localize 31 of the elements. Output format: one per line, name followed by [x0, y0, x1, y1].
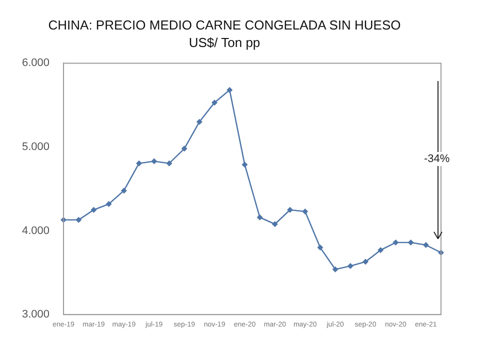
- annotation: -34%: [424, 152, 450, 166]
- point: [287, 206, 294, 213]
- point: [136, 160, 142, 166]
- point: [408, 240, 414, 246]
- y-tick-label: 6.000: [22, 57, 50, 70]
- point: [120, 188, 127, 194]
- point: [378, 247, 384, 254]
- point: [151, 158, 158, 164]
- point: [256, 214, 263, 220]
- point: [226, 87, 233, 94]
- chart-subtitle: US$/ Ton pp: [188, 34, 260, 50]
- point: [76, 216, 82, 223]
- point: [212, 100, 218, 106]
- point: [362, 258, 369, 265]
- chart-title: CHINA: PRECIO MEDIO CARNE CONGELADA SIN HUESO: [48, 17, 401, 32]
- point: [392, 240, 399, 246]
- y-tick-label: 5.000: [22, 141, 50, 154]
- point: [90, 206, 97, 213]
- point: [166, 160, 172, 166]
- y-tick-label: 4.000: [22, 224, 50, 237]
- point: [106, 200, 112, 207]
- y-tick-label: 3.000: [22, 308, 50, 321]
- point: [272, 221, 278, 228]
- point: [196, 118, 202, 125]
- point: [347, 262, 354, 269]
- point: [242, 162, 248, 168]
- point: [317, 244, 324, 251]
- point: [332, 266, 338, 272]
- point: [302, 208, 308, 215]
- point: [181, 146, 188, 152]
- point: [422, 242, 429, 248]
